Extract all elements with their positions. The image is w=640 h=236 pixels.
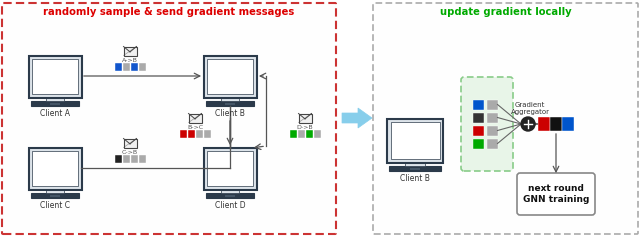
Bar xyxy=(305,130,312,138)
FancyBboxPatch shape xyxy=(2,3,336,234)
FancyBboxPatch shape xyxy=(29,148,81,190)
FancyBboxPatch shape xyxy=(46,189,64,193)
Bar xyxy=(124,46,136,55)
Bar xyxy=(189,114,202,122)
FancyBboxPatch shape xyxy=(461,77,513,171)
Bar xyxy=(179,130,186,138)
Text: A->B: A->B xyxy=(122,58,138,63)
FancyBboxPatch shape xyxy=(31,193,79,198)
Bar xyxy=(486,113,497,122)
FancyBboxPatch shape xyxy=(221,97,239,101)
Text: Client D: Client D xyxy=(214,201,245,210)
FancyBboxPatch shape xyxy=(221,189,239,193)
FancyBboxPatch shape xyxy=(389,166,441,171)
Polygon shape xyxy=(342,108,372,128)
Bar xyxy=(32,151,78,186)
Bar xyxy=(207,151,253,186)
FancyBboxPatch shape xyxy=(29,55,81,97)
FancyBboxPatch shape xyxy=(205,193,254,198)
Bar xyxy=(472,139,483,148)
Bar xyxy=(50,102,60,105)
Bar xyxy=(131,63,138,71)
Bar xyxy=(115,155,122,163)
Bar xyxy=(138,63,145,71)
Bar xyxy=(138,155,145,163)
Bar xyxy=(122,155,129,163)
FancyBboxPatch shape xyxy=(517,173,595,215)
Bar xyxy=(472,113,483,122)
Bar xyxy=(390,122,440,159)
FancyBboxPatch shape xyxy=(204,55,257,97)
Bar xyxy=(314,130,321,138)
FancyBboxPatch shape xyxy=(405,162,424,166)
Text: Gradient
Aggregator: Gradient Aggregator xyxy=(511,102,550,115)
FancyBboxPatch shape xyxy=(46,97,64,101)
Bar xyxy=(204,130,211,138)
Bar xyxy=(188,130,195,138)
Bar xyxy=(289,130,296,138)
FancyBboxPatch shape xyxy=(373,3,638,234)
Bar xyxy=(225,194,235,197)
Bar xyxy=(472,126,483,135)
Text: randomly sample & send gradient messages: randomly sample & send gradient messages xyxy=(44,7,294,17)
Bar xyxy=(298,114,312,122)
Bar xyxy=(225,102,235,105)
Bar xyxy=(538,117,550,131)
Bar xyxy=(124,139,136,148)
Bar xyxy=(207,59,253,94)
Bar xyxy=(50,194,60,197)
FancyBboxPatch shape xyxy=(204,148,257,190)
Bar xyxy=(550,117,562,131)
Bar xyxy=(562,117,574,131)
Text: C->B: C->B xyxy=(122,150,138,155)
Bar xyxy=(115,63,122,71)
Text: Client C: Client C xyxy=(40,201,70,210)
Text: Client A: Client A xyxy=(40,109,70,118)
Bar xyxy=(486,100,497,110)
Text: D->B: D->B xyxy=(297,125,314,130)
Text: next round
GNN training: next round GNN training xyxy=(523,184,589,204)
Text: update gradient locally: update gradient locally xyxy=(440,7,572,17)
Bar xyxy=(32,59,78,94)
Circle shape xyxy=(521,117,535,131)
Bar xyxy=(472,100,483,110)
Bar xyxy=(131,155,138,163)
Text: B->C: B->C xyxy=(187,125,203,130)
Bar xyxy=(410,168,420,170)
FancyBboxPatch shape xyxy=(31,101,79,106)
Bar xyxy=(122,63,129,71)
FancyBboxPatch shape xyxy=(387,118,443,163)
Text: Client B: Client B xyxy=(215,109,245,118)
Bar xyxy=(486,139,497,148)
Bar xyxy=(486,126,497,135)
FancyBboxPatch shape xyxy=(205,101,254,106)
Text: Client B: Client B xyxy=(400,174,430,183)
Bar xyxy=(195,130,202,138)
Bar xyxy=(298,130,305,138)
